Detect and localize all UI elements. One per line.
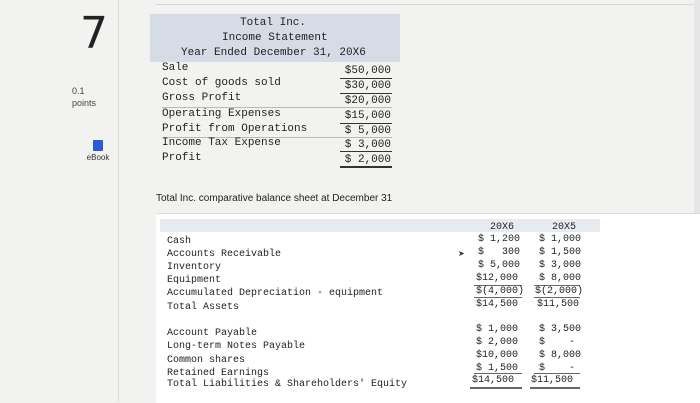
asset-value-20x6: $12,000 [476,273,519,284]
double-underline [530,387,580,389]
balance-sheet-header-strip [160,219,600,232]
liability-label: Long-term Notes Payable [167,341,306,352]
asset-value-20x6: $ 5,000 [478,260,521,271]
asset-value-20x5: $11,500 [537,299,580,310]
is-row-value: $20,000 [344,95,391,107]
underline [534,285,580,286]
is-row-label: Income Tax Expense [162,137,281,149]
liability-value-20x5: $ 3,500 [539,324,582,335]
company-name: Total Inc. [240,17,307,29]
liability-value-20x5: $11,500 [531,375,574,386]
liability-value-20x6: $14,500 [472,375,515,386]
liability-value-20x6: $ 1,500 [476,363,519,374]
underline [534,373,580,374]
asset-label: Accounts Receivable [167,249,282,260]
is-row-label: Operating Expenses [162,108,281,120]
double-underline [470,387,522,389]
income-statement-header [150,14,400,62]
is-row-label: Cost of goods sold [162,77,281,89]
underline [340,78,392,79]
underline [340,151,392,152]
underline [474,285,522,286]
underline [474,297,522,298]
row-rule [162,107,392,108]
asset-value-20x6: $ 1,200 [478,234,521,245]
balance-sheet-panel [156,213,700,403]
liability-value-20x5: $ - [539,363,576,374]
statement-period: Year Ended December 31, 20X6 [181,47,366,59]
balance-sheet-title: Total Inc. comparative balance sheet at … [156,193,393,204]
asset-label: Total Assets [167,302,240,313]
liability-label: Retained Earnings [167,368,270,379]
col-header-20x6: 20X6 [490,222,515,233]
is-row-label: Sale [162,62,189,74]
is-row-value: $ 5,000 [344,125,391,137]
ebook-button[interactable]: eBook [80,140,116,162]
underline [340,123,392,124]
underline [474,373,522,374]
asset-value-20x6: $ 300 [478,247,521,258]
scrollbar[interactable] [694,0,700,402]
asset-value-20x5: $ 8,000 [539,273,582,284]
points-label: points [72,98,97,108]
is-row-value: $30,000 [344,80,391,92]
liability-value-20x6: $10,000 [476,350,519,361]
is-row-label: Profit [162,152,202,164]
statement-title: Income Statement [222,32,328,44]
is-row-value: $ 2,000 [344,154,391,166]
ebook-label: eBook [86,153,110,162]
liability-value-20x5: $ 8,000 [539,350,582,361]
liability-value-20x5: $ - [539,337,576,348]
asset-value-20x6: $(4,000) [476,286,525,297]
asset-value-20x5: $ 1,000 [539,234,582,245]
is-row-value: $15,000 [344,110,391,122]
is-row-label: Gross Profit [162,92,242,104]
liability-value-20x6: $ 1,000 [476,324,519,335]
col-header-20x5: 20X5 [552,222,577,233]
liability-label: Account Payable [167,328,258,339]
double-underline [340,166,392,168]
question-number: 7 [80,8,108,59]
is-row-label: Profit from Operations [162,123,308,135]
sidebar-divider [118,0,119,402]
is-row-value: $50,000 [344,65,391,77]
top-rule [156,4,700,5]
asset-value-20x6: $14,500 [476,299,519,310]
underline [340,93,392,94]
liability-value-20x6: $ 2,000 [476,337,519,348]
asset-label: Cash [167,236,192,247]
asset-value-20x5: $(2,000) [535,286,584,297]
asset-label: Accumulated Depreciation - equipment [167,288,384,299]
row-rule [162,137,392,138]
asset-value-20x5: $ 3,000 [539,260,582,271]
asset-label: Inventory [167,262,222,273]
underline [534,297,580,298]
asset-label: Equipment [167,275,222,286]
liability-label: Total Liabilities & Shareholders' Equity [167,379,408,390]
points-value: 0.1 [72,86,85,96]
asset-value-20x5: $ 1,500 [539,247,582,258]
book-icon [93,140,103,151]
is-row-value: $ 3,000 [344,139,391,151]
liability-label: Common shares [167,355,246,366]
cursor-icon: ➤ [458,249,465,258]
